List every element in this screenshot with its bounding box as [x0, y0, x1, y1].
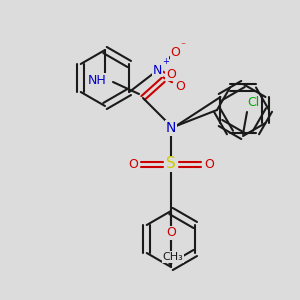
Text: O: O [175, 80, 185, 92]
Text: O: O [170, 46, 180, 59]
Text: N: N [166, 121, 176, 135]
Text: S: S [166, 157, 176, 172]
Text: O: O [166, 68, 176, 80]
Text: Cl: Cl [247, 97, 259, 110]
Text: NH: NH [88, 74, 106, 86]
Text: O: O [128, 158, 138, 170]
Text: ⁻: ⁻ [181, 41, 186, 51]
Text: +: + [162, 58, 169, 67]
Text: O: O [166, 226, 176, 239]
Text: O: O [204, 158, 214, 170]
Text: CH₃: CH₃ [163, 252, 183, 262]
Text: N: N [153, 64, 162, 76]
